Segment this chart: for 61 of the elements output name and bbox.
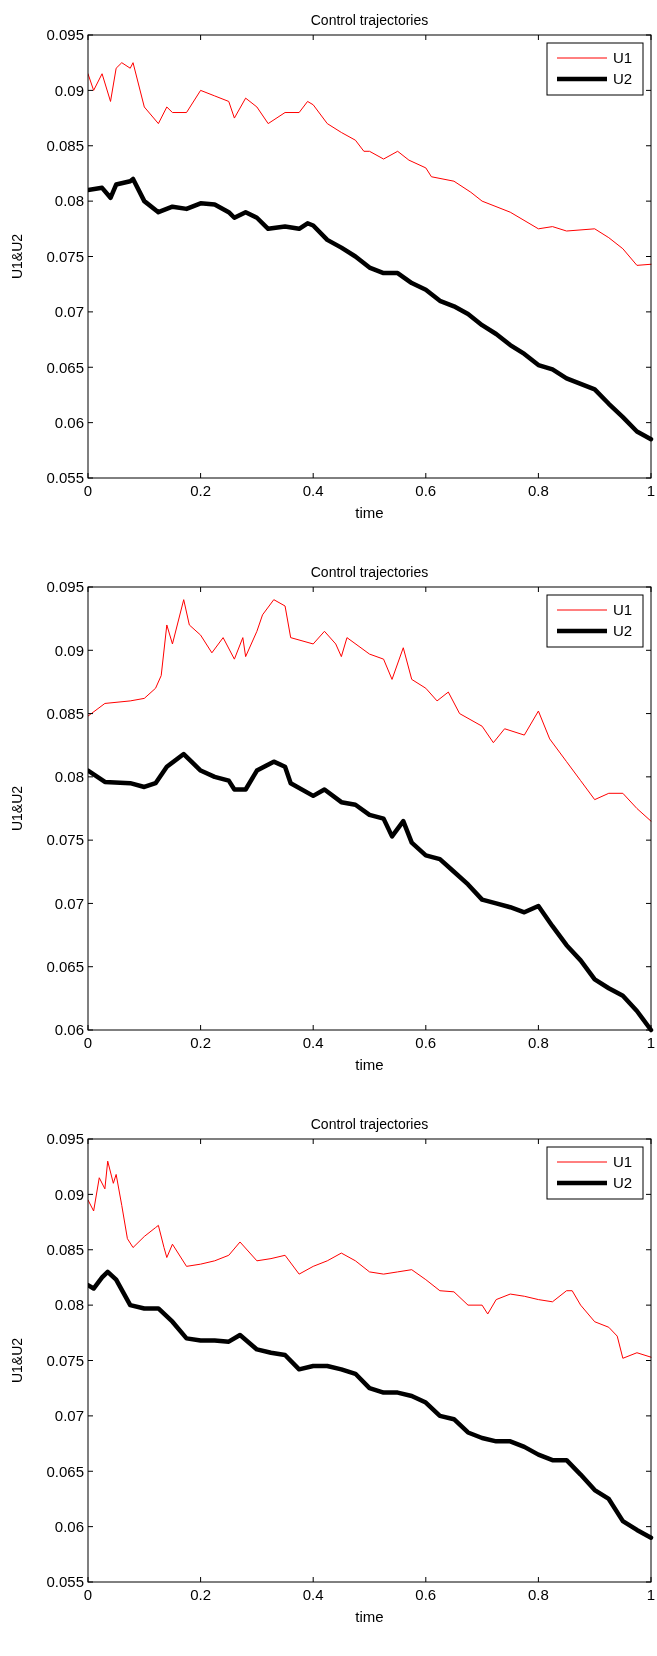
y-axis-title: U1&U2 xyxy=(9,785,25,832)
legend-label: U2 xyxy=(613,70,633,88)
y-tick-label: 0.08 xyxy=(54,192,84,210)
y-tick-label: 0.06 xyxy=(54,413,84,431)
y-tick-label: 0.075 xyxy=(46,247,84,265)
y-tick-label: 0.095 xyxy=(46,1130,84,1148)
x-tick-label: 0.6 xyxy=(415,1586,437,1603)
y-tick-label: 0.08 xyxy=(54,768,84,786)
y-tick-label: 0.06 xyxy=(54,1517,84,1535)
x-tick-label: 0.2 xyxy=(190,482,212,499)
x-tick-label: 0.4 xyxy=(302,482,324,499)
chart-title: Control trajectories xyxy=(310,564,429,580)
y-tick-label: 0.065 xyxy=(46,957,84,975)
legend-label: U2 xyxy=(613,622,633,640)
y-tick-label: 0.07 xyxy=(54,1407,84,1425)
y-tick-label: 0.095 xyxy=(46,578,84,596)
legend-label: U1 xyxy=(613,601,633,619)
y-tick-label: 0.08 xyxy=(54,1296,84,1314)
x-axis-title: time xyxy=(355,1608,384,1625)
x-tick-label: 0.2 xyxy=(190,1586,212,1603)
y-tick-label: 0.09 xyxy=(54,641,84,659)
x-tick-label: 0 xyxy=(83,1586,93,1603)
line-series xyxy=(88,62,652,266)
x-tick-label: 0.6 xyxy=(415,482,437,499)
legend-label: U2 xyxy=(613,1174,633,1192)
x-tick-label: 0.4 xyxy=(302,1586,324,1603)
x-tick-label: 0.8 xyxy=(527,1586,549,1603)
x-tick-label: 1 xyxy=(646,482,656,499)
line-series xyxy=(88,599,652,822)
x-tick-label: 1 xyxy=(646,1586,656,1603)
legend-label: U1 xyxy=(613,49,633,67)
chart-title: Control trajectories xyxy=(310,1116,429,1132)
y-tick-label: 0.085 xyxy=(46,137,84,154)
y-axis-title: U1&U2 xyxy=(9,1337,25,1384)
x-axis-title: time xyxy=(355,1056,384,1073)
y-tick-label: 0.085 xyxy=(46,1241,84,1258)
y-tick-label: 0.06 xyxy=(54,1021,84,1039)
x-tick-label: 0.4 xyxy=(302,1034,324,1051)
x-tick-label: 0.6 xyxy=(415,1034,437,1051)
y-tick-label: 0.095 xyxy=(46,26,84,44)
y-tick-label: 0.09 xyxy=(54,1185,84,1203)
y-tick-label: 0.09 xyxy=(54,81,84,99)
y-tick-label: 0.075 xyxy=(46,831,84,849)
x-tick-label: 0 xyxy=(83,1034,93,1051)
x-tick-label: 0.8 xyxy=(527,1034,549,1051)
x-axis-title: time xyxy=(355,504,384,521)
legend-label: U1 xyxy=(613,1153,633,1171)
y-tick-label: 0.085 xyxy=(46,704,84,722)
y-tick-label: 0.07 xyxy=(54,303,84,321)
x-tick-label: 1 xyxy=(646,1034,656,1051)
y-tick-label: 0.07 xyxy=(54,894,84,912)
y-axis-title: U1&U2 xyxy=(9,233,25,280)
y-tick-label: 0.055 xyxy=(46,1573,84,1591)
y-tick-label: 0.065 xyxy=(46,358,84,376)
x-tick-label: 0.2 xyxy=(190,1034,212,1051)
x-tick-label: 0 xyxy=(83,482,93,499)
y-tick-label: 0.055 xyxy=(46,469,84,487)
chart-title: Control trajectories xyxy=(310,12,429,28)
x-tick-label: 0.8 xyxy=(527,482,549,499)
y-tick-label: 0.065 xyxy=(46,1462,84,1480)
y-tick-label: 0.075 xyxy=(46,1351,84,1369)
